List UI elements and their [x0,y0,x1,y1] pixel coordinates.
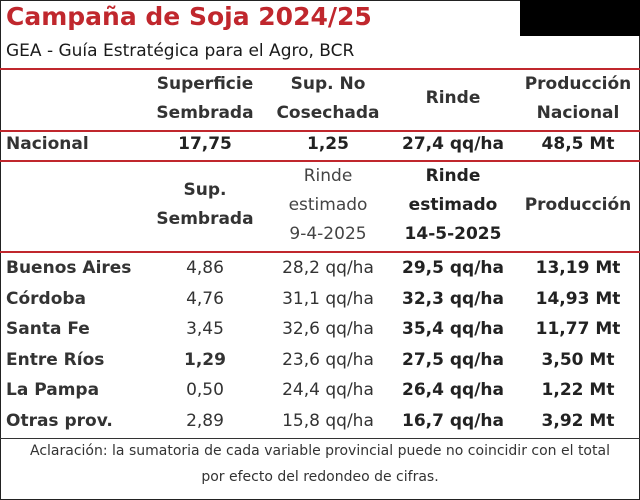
row-sup-sembrada: 1,29 [184,349,226,370]
row-rinde-14-5: 29,5 qq/ha [402,258,504,278]
row-rinde: 27,4 qq/ha [402,134,504,154]
header-line: Sembrada [156,209,254,229]
header-line: Rinde [303,166,353,186]
row-name: Entre Ríos [6,349,105,370]
divider [0,68,640,70]
row-sup-sembrada: 2,89 [186,410,224,431]
header-line: Nacional [536,103,620,123]
header-produccion: Producción [524,195,632,215]
row-produccion: 1,22 Mt [541,380,615,400]
header-produccion-nacional: Producción Nacional [518,70,638,128]
row-name: Otras prov. [6,410,113,431]
row-sup-sembrada: 3,45 [186,319,224,339]
row-rinde-9-4: 32,6 qq/ha [282,319,374,339]
row-superficie: 17,75 [178,134,232,154]
page-subtitle: GEA - Guía Estratégica para el Agro, BCR [6,41,355,61]
header-line: 14-5-2025 [404,224,502,244]
row-produccion: 48,5 Mt [541,134,615,154]
row-rinde-9-4: 15,8 qq/ha [282,410,374,431]
table-row: Entre Ríos 1,29 23,6 qq/ha 27,5 qq/ha 3,50 M… [0,345,640,376]
row-rinde-9-4: 24,4 qq/ha [282,380,374,400]
row-name: Buenos Aires [6,258,132,278]
header-line: Superficie [156,74,254,94]
header-line: Rinde [425,166,481,186]
page-title: Campaña de Soja 2024/25 [6,2,372,31]
header-sup-sembrada: Sup. Sembrada [140,176,270,234]
header-no-cosechada: Sup. No Cosechada [262,70,394,128]
header-line: Cosechada [276,103,380,123]
footnote: Aclaración: la sumatoria de cada variabl… [0,438,640,490]
row-produccion: 3,50 Mt [541,349,615,370]
row-name: Santa Fe [6,319,90,339]
footnote-line: Aclaración: la sumatoria de cada variabl… [30,443,610,459]
row-name: Nacional [6,134,89,154]
row-produccion: 13,19 Mt [535,258,621,278]
footnote-line: por efecto del redondeo de cifras. [201,469,439,485]
row-rinde-14-5: 16,7 qq/ha [402,410,504,431]
row-sup-sembrada: 0,50 [186,380,224,400]
row-rinde-9-4: 23,6 qq/ha [282,349,374,370]
divider [0,438,640,439]
header-line: Sembrada [156,103,254,123]
divider [0,130,640,132]
row-name: La Pampa [6,380,100,400]
table-row: Buenos Aires 4,86 28,2 qq/ha 29,5 qq/ha 13,1… [0,253,640,284]
row-rinde-14-5: 26,4 qq/ha [402,380,504,400]
redaction-block [520,0,640,36]
table-row: Córdoba 4,76 31,1 qq/ha 32,3 qq/ha 14,93 Mt [0,284,640,315]
row-rinde-9-4: 28,2 qq/ha [282,258,374,278]
header-line: estimado [408,195,498,215]
table-row: La Pampa 0,50 24,4 qq/ha 26,4 qq/ha 1,22 Mt [0,375,640,406]
national-row: Nacional 17,75 1,25 27,4 qq/ha 48,5 Mt [0,129,640,160]
row-rinde-9-4: 31,1 qq/ha [282,288,374,309]
header-line: Sup. [183,180,227,200]
header-rinde: Rinde [425,88,481,108]
divider [0,160,640,162]
row-produccion: 3,92 Mt [541,410,615,431]
table-row: Santa Fe 3,45 32,6 qq/ha 35,4 qq/ha 11,77 Mt [0,314,640,345]
row-produccion: 11,77 Mt [535,319,621,339]
row-produccion: 14,93 Mt [535,288,621,309]
row-rinde-14-5: 35,4 qq/ha [402,319,504,339]
header-line: 9-4-2025 [289,224,367,244]
header-line: Producción [524,74,632,94]
row-rinde-14-5: 32,3 qq/ha [402,288,504,309]
row-rinde-14-5: 27,5 qq/ha [402,349,504,370]
header-rinde-9-4: Rinde estimado 9-4-2025 [262,162,394,249]
row-sup-sembrada: 4,76 [186,288,224,309]
header-rinde-14-5: Rinde estimado 14-5-2025 [388,162,518,249]
table-row: Otras prov. 2,89 15,8 qq/ha 16,7 qq/ha 3,92 … [0,406,640,437]
divider [0,251,640,253]
row-name: Córdoba [6,288,87,309]
header-line: estimado [288,195,368,215]
header-superficie: Superficie Sembrada [140,70,270,128]
row-sup-sembrada: 4,86 [186,258,224,278]
row-no-cosechada: 1,25 [307,134,349,154]
header-line: Sup. No [290,74,366,94]
